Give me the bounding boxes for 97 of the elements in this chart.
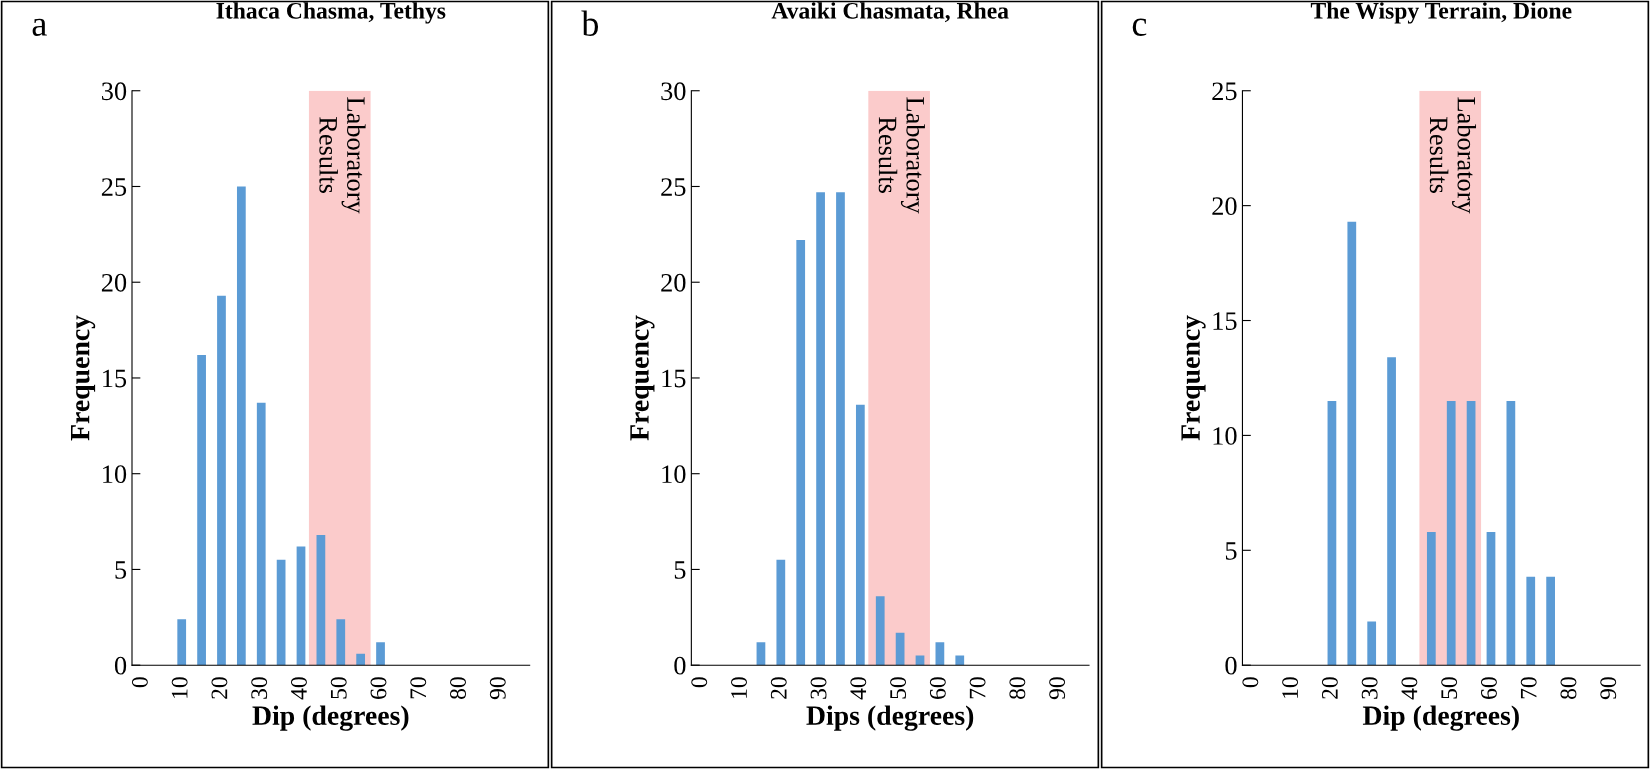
bar [197,354,206,666]
x-axis-title: Dip (degrees) [252,705,409,731]
x-tick-label: 60 [370,677,387,699]
bar [376,642,385,666]
bar [776,559,786,666]
y-tick-label: 30 [661,82,686,101]
text: a [32,18,47,36]
bar [217,295,226,666]
bar [316,534,326,666]
chart-title: Ithaca Chasma, Tethys [216,2,446,24]
x-tick-label: 0 [691,677,708,688]
y-tick-label: 15 [103,369,127,388]
y-tick-label: 20 [1212,197,1237,216]
y-tick-label: 15 [1213,312,1237,330]
x-tick-label: 30 [1361,677,1378,699]
bar [336,619,346,666]
bar [1486,531,1496,666]
bar [1446,400,1456,666]
chart-title: Avaiki Chasmata, Rhea [771,2,1009,23]
bar [276,559,286,666]
x-tick-label: 50 [330,677,347,699]
x-tick-label: 50 [890,677,907,699]
x-tick-label: 70 [410,677,427,699]
y-axis-title: Frequency [71,315,96,441]
band-label: Laboratory Results [319,97,366,214]
y-tick-label: 0 [1225,656,1237,675]
bar [356,653,366,666]
x-tick-label: 10 [731,677,747,698]
bar [836,192,845,666]
x-tick-label: 80 [450,677,466,700]
bar [1526,576,1536,666]
x-axis-title: Dip (degrees) [1362,705,1519,731]
x-tick-label: 0 [1242,677,1259,688]
y-tick-label: 5 [1225,542,1237,560]
x-tick-label: 30 [251,677,268,699]
bar [1546,576,1555,666]
y-tick-label: 15 [662,369,686,388]
x-tick-label: 90 [1600,677,1617,700]
bar [296,546,306,666]
x-tick-label: 40 [290,677,307,700]
bar [935,642,945,666]
x-tick-label: 90 [1049,677,1066,700]
y-tick-label: 10 [662,465,686,484]
y-tick-label: 0 [674,656,686,675]
y-tick-label: 0 [114,656,127,675]
bar [875,596,885,666]
x-tick-label: 20 [211,677,228,699]
bar [816,192,825,666]
y-tick-label: 20 [101,273,127,292]
x-tick-label: 10 [171,677,188,698]
bar [1367,621,1377,666]
y-tick-label: 20 [661,273,686,292]
bar [855,404,865,666]
bar [177,619,187,666]
band-label: Laboratory Results [1429,97,1477,214]
bar [1426,531,1436,666]
y-tick-label: 5 [674,561,686,579]
x-axis-title: Dips (degrees) [806,705,974,731]
bar [1506,400,1516,666]
bar [756,642,766,666]
bar [1347,221,1357,666]
y-tick-label: 25 [661,178,686,196]
bar [1327,400,1337,666]
x-tick-label: 90 [489,677,506,700]
x-tick-label: 80 [1009,677,1026,700]
y-tick-label: 25 [1212,82,1237,101]
bar [1466,400,1476,666]
x-tick-label: 30 [810,677,827,699]
x-tick-label: 80 [1560,677,1577,700]
x-tick-label: 0 [131,677,148,688]
band-label: Laboratory Results [878,97,925,214]
y-tick-label: 30 [102,82,127,101]
bar [796,240,806,666]
y-axis-title: Frequency [630,315,655,441]
y-tick-label: 10 [103,465,127,484]
bar [895,632,905,666]
x-tick-label: 40 [1401,677,1418,700]
bar [236,186,246,666]
x-tick-label: 60 [1480,677,1497,699]
x-tick-label: 20 [1321,677,1338,699]
x-tick-label: 10 [1282,677,1299,698]
bar [955,655,965,666]
x-tick-label: 20 [770,677,787,699]
bar [1387,357,1396,666]
x-tick-label: 70 [1520,677,1537,699]
y-tick-label: 25 [101,178,127,196]
x-tick-label: 40 [850,677,867,700]
x-tick-label: 50 [1441,677,1458,699]
y-tick-label: 10 [1213,427,1237,445]
chart-title: The Wispy Terrain, Dione [1310,2,1572,24]
bar [256,402,266,666]
x-tick-label: 60 [929,677,946,699]
text: b [581,10,599,36]
y-axis-title: Frequency [1181,315,1206,441]
y-tick-label: 5 [115,561,127,579]
x-tick-label: 70 [969,677,986,699]
text: c [1132,18,1147,36]
